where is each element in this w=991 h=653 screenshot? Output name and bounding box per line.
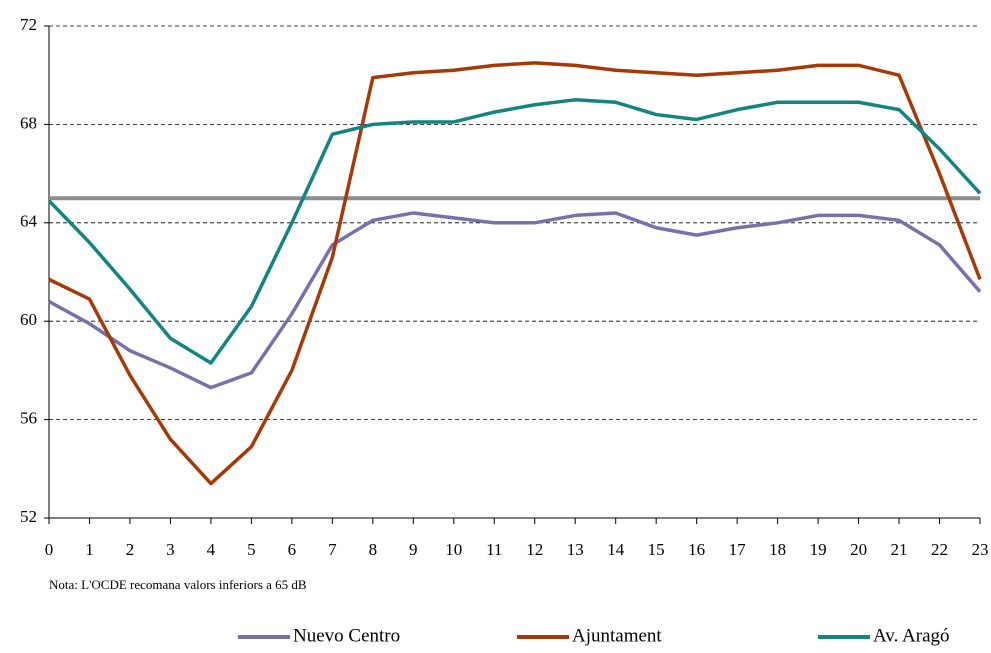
x-tick-label: 21 (891, 540, 908, 559)
x-tick-label: 15 (648, 540, 665, 559)
line-series (48, 61, 982, 486)
x-tick-label: 0 (45, 540, 54, 559)
x-tick-label: 10 (445, 540, 462, 559)
x-tick-label: 16 (688, 540, 705, 559)
x-tick-label: 13 (567, 540, 584, 559)
x-tick-label: 9 (409, 540, 418, 559)
x-tick-label: 7 (328, 540, 337, 559)
x-tick-label: 14 (607, 540, 625, 559)
x-tick-label: 12 (526, 540, 543, 559)
note: Nota: L'OCDE recomana valors inferiors a… (49, 577, 307, 592)
x-tick-label: 18 (769, 540, 786, 559)
x-tick-label: 11 (486, 540, 502, 559)
line-series (47, 98, 982, 365)
line-series (48, 211, 982, 390)
legend-label: Ajuntament (572, 625, 662, 646)
y-tick-label: 72 (20, 15, 37, 34)
x-tick-label: 17 (729, 540, 747, 559)
x-tick-label: 6 (288, 540, 297, 559)
y-tick-label: 56 (20, 409, 37, 428)
y-tick-label: 64 (20, 212, 38, 231)
legend-label: Av. Aragó (873, 625, 950, 646)
y-tick-label: 68 (20, 113, 37, 132)
x-tick-label: 22 (931, 540, 948, 559)
x-tick-label: 3 (166, 540, 175, 559)
y-tick-label: 52 (20, 507, 37, 526)
x-tick-label: 4 (207, 540, 216, 559)
y-tick-label: 60 (20, 310, 37, 329)
x-tick-label: 19 (810, 540, 827, 559)
x-tick-label: 23 (972, 540, 989, 559)
x-tick-label: 20 (850, 540, 867, 559)
x-tick-label: 1 (85, 540, 94, 559)
legend-label: Nuevo Centro (293, 625, 400, 646)
x-tick-label: 2 (126, 540, 135, 559)
x-tick-label: 5 (247, 540, 256, 559)
x-tick-label: 8 (369, 540, 378, 559)
